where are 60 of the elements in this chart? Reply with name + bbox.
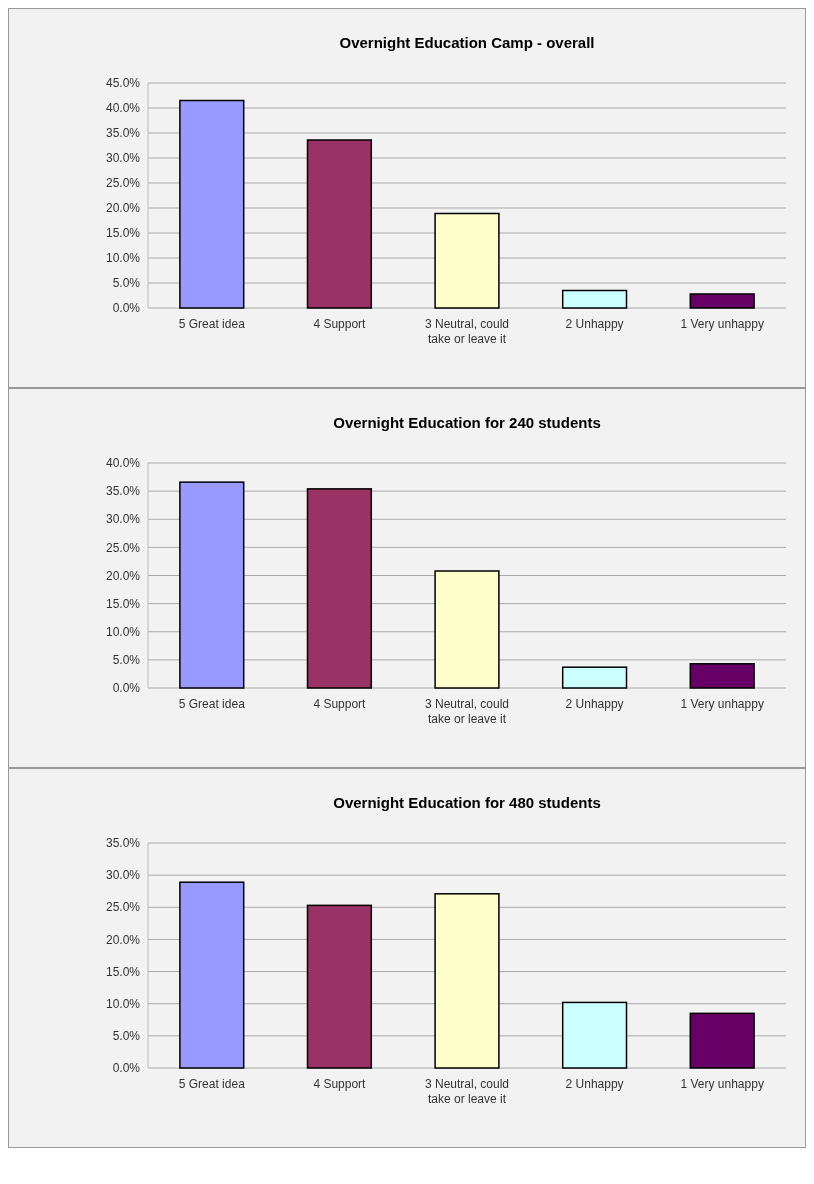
x-tick-label: 5 Great idea — [178, 1077, 246, 1091]
y-tick-label: 40.0% — [105, 456, 141, 471]
x-tick-label: 1 Very unhappy — [680, 1077, 764, 1091]
bar — [434, 893, 500, 1069]
y-tick-label: 35.0% — [105, 484, 141, 499]
y-tick-label: 10.0% — [105, 996, 141, 1011]
chart-title: Overnight Education for 480 students — [333, 794, 601, 811]
y-tick-label: 25.0% — [105, 900, 141, 915]
x-tick-label: 1 Very unhappy — [680, 317, 764, 331]
y-tick-label: 15.0% — [105, 964, 141, 979]
y-tick-label: 25.0% — [105, 540, 141, 555]
x-tick-label: 2 Unhappy — [565, 317, 624, 331]
bar — [179, 881, 245, 1069]
y-tick-label: 10.0% — [105, 624, 141, 639]
bar — [179, 481, 245, 689]
bar — [179, 99, 245, 309]
bar — [306, 139, 373, 309]
x-tick-label: 4 Support — [313, 1077, 367, 1091]
y-tick-label: 0.0% — [112, 681, 141, 696]
y-tick-label: 15.0% — [105, 596, 141, 611]
y-tick-label: 30.0% — [105, 151, 141, 166]
bar — [306, 904, 373, 1069]
bar — [689, 1012, 755, 1069]
x-tick-label: 2 Unhappy — [565, 697, 624, 711]
y-tick-label: 20.0% — [105, 201, 141, 216]
y-tick-label: 45.0% — [105, 76, 141, 91]
bar — [306, 488, 373, 689]
y-tick-label: 15.0% — [105, 226, 141, 241]
y-tick-label: 20.0% — [105, 568, 141, 583]
y-tick-label: 40.0% — [105, 101, 141, 116]
x-tick-label: 5 Great idea — [178, 697, 246, 711]
y-tick-label: 10.0% — [105, 251, 141, 266]
y-tick-label: 0.0% — [112, 1061, 141, 1076]
chart-title: Overnight Education for 240 students — [333, 414, 601, 431]
x-tick-label: 3 Neutral, could take or leave it — [424, 697, 510, 726]
y-tick-label: 35.0% — [105, 836, 141, 851]
y-tick-label: 5.0% — [112, 276, 141, 291]
y-tick-label: 30.0% — [105, 868, 141, 883]
bar — [689, 293, 755, 309]
x-tick-label: 3 Neutral, could take or leave it — [424, 317, 510, 346]
x-tick-label: 4 Support — [313, 317, 367, 331]
x-tick-label: 1 Very unhappy — [680, 697, 764, 711]
y-tick-label: 5.0% — [112, 653, 141, 668]
bar — [434, 570, 500, 689]
x-tick-label: 2 Unhappy — [565, 1077, 624, 1091]
bar — [561, 1001, 628, 1069]
bar — [434, 212, 500, 309]
bar — [561, 289, 628, 309]
chart-title: Overnight Education Camp - overall — [339, 34, 595, 51]
x-tick-label: 3 Neutral, could take or leave it — [424, 1077, 510, 1106]
y-tick-label: 35.0% — [105, 126, 141, 141]
x-tick-label: 4 Support — [313, 697, 367, 711]
y-tick-label: 5.0% — [112, 1029, 141, 1044]
y-tick-label: 25.0% — [105, 176, 141, 191]
y-tick-label: 30.0% — [105, 512, 141, 527]
x-tick-label: 5 Great idea — [178, 317, 246, 331]
bar — [561, 666, 628, 689]
y-tick-label: 20.0% — [105, 932, 141, 947]
y-tick-label: 0.0% — [112, 301, 141, 316]
bar — [689, 663, 755, 689]
